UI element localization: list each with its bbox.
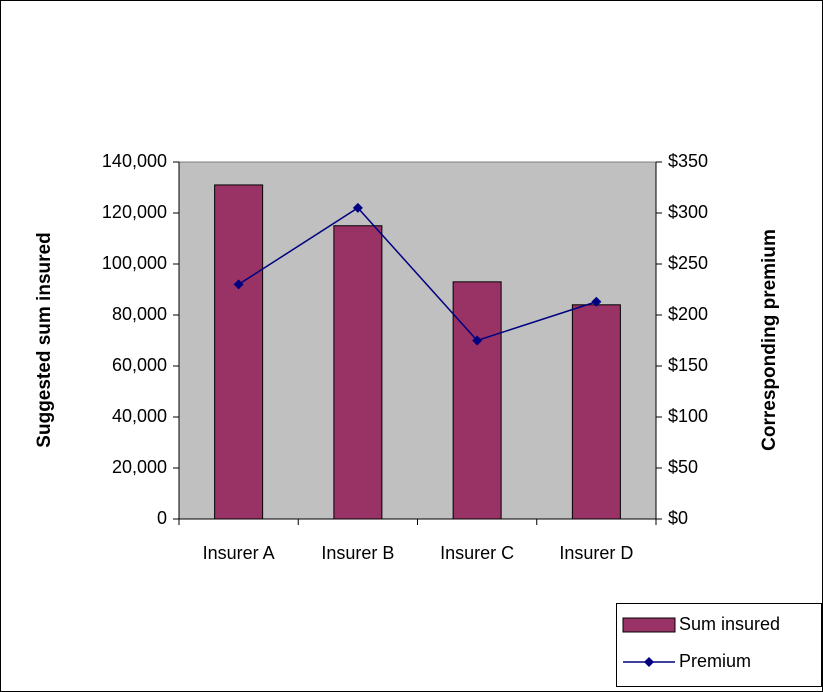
y-tick-label: 60,000 [112, 355, 167, 375]
y-tick-label: 100,000 [102, 253, 167, 273]
y2-tick-label: $100 [668, 406, 708, 426]
marker [472, 335, 483, 346]
x-tick-label: Insurer D [559, 543, 633, 563]
y2-tick-label: $200 [668, 304, 708, 324]
bar [571, 304, 621, 520]
y2-tick-label: $50 [668, 457, 698, 477]
y2-tick-label: $300 [668, 202, 708, 222]
line [238, 206, 597, 342]
y-tick-label: 0 [157, 508, 167, 528]
y-tick-label: 40,000 [112, 406, 167, 426]
y2-axis-title: Corresponding premium [759, 229, 780, 451]
bar [214, 184, 264, 520]
y2-tick-label: $0 [668, 508, 688, 528]
x-tick-label: Insurer C [440, 543, 514, 563]
legend-label: Premium [679, 651, 751, 671]
x-tick-label: Insurer A [203, 543, 275, 563]
y2-tick-label: $150 [668, 355, 708, 375]
y-tick-label: 120,000 [102, 202, 167, 222]
marker [233, 279, 244, 290]
marker [352, 202, 363, 213]
bar [333, 225, 383, 520]
x-tick-label: Insurer B [321, 543, 394, 563]
y-tick-label: 20,000 [112, 457, 167, 477]
legend-swatch [622, 617, 676, 633]
y-tick-label: 140,000 [102, 151, 167, 171]
y-axis-title: Suggested sum insured [34, 232, 55, 447]
y2-tick-label: $250 [668, 253, 708, 273]
legend-box [616, 603, 822, 687]
y2-tick-label: $350 [668, 151, 708, 171]
bar [452, 281, 502, 520]
legend-label: Sum insured [679, 614, 780, 634]
marker [591, 296, 602, 307]
y-tick-label: 80,000 [112, 304, 167, 324]
legend-marker [644, 657, 654, 667]
